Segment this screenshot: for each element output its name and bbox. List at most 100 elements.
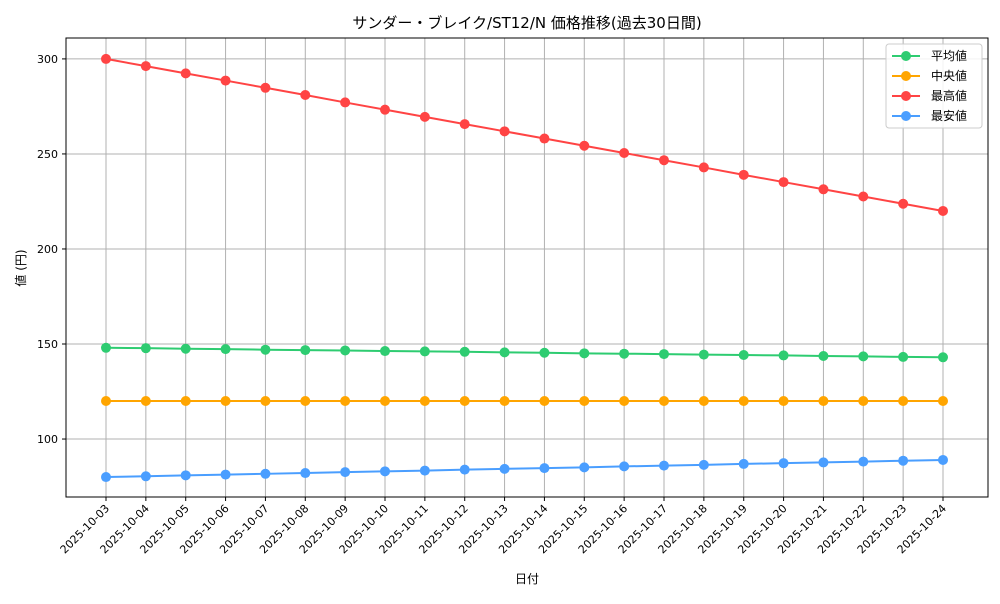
data-point (698, 162, 709, 173)
data-point (539, 396, 550, 407)
series-1 (101, 396, 948, 407)
data-point (419, 346, 430, 357)
data-point (659, 396, 669, 407)
data-point (459, 464, 470, 475)
y-ticks: 100 150 200 250 300 (37, 53, 66, 446)
data-point (938, 396, 948, 407)
legend-marker (901, 111, 911, 121)
y-tick-label: 150 (37, 338, 58, 351)
data-point (579, 462, 590, 473)
plot-frame (65, 37, 989, 498)
y-axis-label: 値 (円) (13, 249, 28, 286)
data-point (778, 396, 789, 407)
data-point (101, 342, 111, 353)
data-point (220, 75, 231, 86)
data-point (380, 466, 390, 477)
data-point (698, 459, 709, 470)
data-point (419, 111, 430, 122)
data-point (858, 456, 869, 467)
chart-title: サンダー・ブレイク/ST12/N 価格推移(過去30日間) (352, 14, 701, 32)
data-point (619, 147, 630, 158)
data-point (619, 348, 630, 359)
data-point (938, 205, 948, 216)
data-point (260, 344, 271, 355)
data-point (180, 343, 191, 354)
data-point (140, 471, 151, 482)
data-point (938, 352, 948, 363)
data-point (499, 126, 510, 137)
data-point (260, 468, 271, 479)
series-2 (101, 53, 948, 216)
data-point (220, 344, 231, 355)
data-point (101, 396, 111, 407)
data-point (818, 457, 829, 468)
data-point (858, 351, 869, 362)
data-point (180, 470, 191, 481)
data-point (858, 396, 869, 407)
data-point (738, 396, 749, 407)
data-point (938, 454, 948, 465)
legend-label: 平均値 (931, 48, 967, 63)
legend-label: 最高値 (931, 88, 967, 103)
legend-label: 中央値 (931, 68, 967, 83)
legend-marker (901, 91, 911, 101)
data-point (300, 396, 311, 407)
data-point (380, 104, 390, 115)
data-point (459, 396, 470, 407)
series-line (105, 458, 944, 479)
data-point (659, 460, 669, 471)
data-point (898, 396, 909, 407)
data-point (140, 343, 151, 354)
y-tick-label: 100 (37, 433, 58, 446)
legend-frame (885, 43, 983, 129)
data-point (499, 463, 510, 474)
data-point (858, 191, 869, 202)
data-point (180, 68, 191, 79)
series-line (105, 346, 944, 359)
data-point (579, 396, 590, 407)
series-3 (101, 454, 948, 483)
data-point (260, 82, 271, 93)
data-point (340, 467, 351, 478)
grid (66, 38, 988, 497)
data-point (778, 350, 789, 361)
data-point (380, 346, 390, 357)
data-point (220, 469, 231, 480)
data-point (101, 53, 111, 64)
data-point (419, 465, 430, 476)
series-line (105, 57, 944, 212)
data-point (180, 396, 191, 407)
data-point (300, 345, 311, 356)
data-point (140, 396, 151, 407)
data-point (300, 468, 311, 479)
data-point (539, 347, 550, 358)
data-point (619, 461, 630, 472)
data-point (619, 396, 630, 407)
data-point (579, 140, 590, 151)
data-point (698, 349, 709, 360)
data-point (778, 177, 789, 188)
series-group (101, 53, 948, 483)
data-point (459, 119, 470, 130)
data-point (659, 155, 669, 166)
data-point (898, 455, 909, 466)
data-point (698, 396, 709, 407)
data-point (140, 61, 151, 72)
legend-marker (901, 51, 911, 61)
x-ticks: 2025-10-032025-10-042025-10-052025-10-06… (58, 497, 949, 556)
data-point (499, 396, 510, 407)
data-point (499, 347, 510, 358)
series-0 (101, 342, 948, 363)
data-point (818, 396, 829, 407)
data-point (459, 346, 470, 357)
data-point (380, 396, 390, 407)
data-point (818, 350, 829, 361)
data-point (300, 90, 311, 101)
y-tick-label: 200 (37, 243, 58, 256)
data-point (220, 396, 231, 407)
data-point (898, 351, 909, 362)
data-point (738, 169, 749, 180)
data-point (539, 133, 550, 144)
